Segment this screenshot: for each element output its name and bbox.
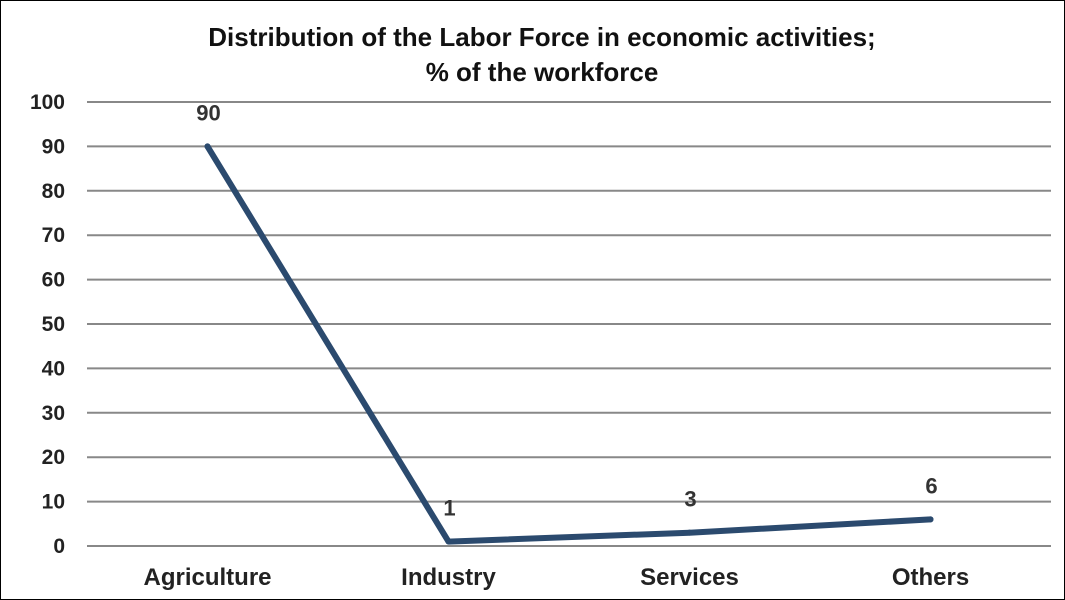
x-category-label: Agriculture	[143, 564, 271, 591]
series-line	[204, 143, 934, 545]
data-point	[445, 538, 452, 545]
x-axis-categories: Agriculture Industry Services Others	[143, 564, 969, 591]
data-label: 6	[925, 473, 937, 498]
y-tick-label: 70	[42, 224, 65, 247]
data-point	[927, 516, 934, 523]
x-category-label: Others	[892, 564, 969, 591]
data-label: 90	[196, 100, 220, 125]
chart-title: Distribution of the Labor Force in econo…	[208, 22, 875, 52]
data-labels: 90 1 3 6	[196, 100, 937, 520]
data-point	[204, 143, 211, 150]
y-tick-label: 20	[42, 446, 65, 469]
x-category-label: Industry	[401, 564, 496, 591]
y-tick-label: 90	[42, 135, 65, 158]
series-layer	[204, 143, 934, 545]
y-tick-label: 0	[53, 535, 65, 558]
y-tick-label: 100	[30, 91, 65, 114]
y-tick-label: 80	[42, 180, 65, 203]
data-label: 3	[684, 487, 696, 512]
y-tick-label: 40	[42, 357, 65, 380]
gridlines	[87, 101, 1051, 547]
y-tick-label: 50	[42, 313, 65, 336]
chart-subtitle: % of the workforce	[426, 57, 659, 87]
x-category-label: Services	[640, 564, 739, 591]
y-tick-label: 10	[42, 491, 65, 514]
data-label: 1	[443, 496, 455, 521]
y-tick-label: 30	[42, 402, 65, 425]
data-point	[686, 529, 693, 536]
y-axis-ticks: 0 10 20 30 40 50 60 70 80 90 100	[30, 91, 65, 558]
y-tick-label: 60	[42, 269, 65, 292]
